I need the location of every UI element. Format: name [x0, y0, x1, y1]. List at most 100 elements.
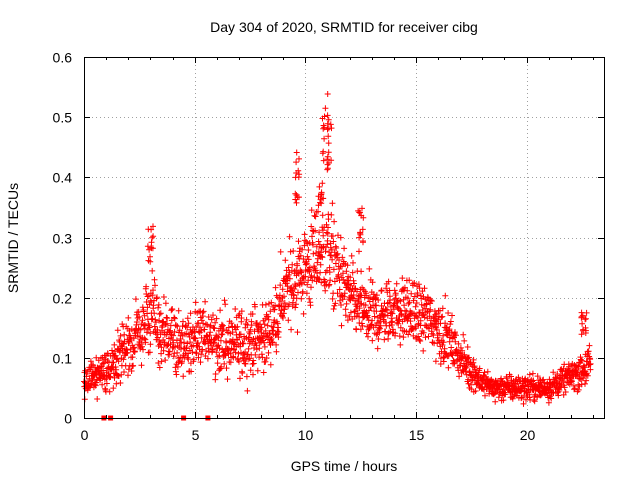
- data-point: [378, 287, 385, 294]
- data-point: [342, 312, 349, 319]
- data-point: [269, 339, 276, 346]
- data-point: [238, 308, 245, 315]
- data-point: [147, 253, 153, 260]
- data-point: [114, 327, 121, 334]
- data-point: [384, 307, 391, 314]
- data-point: [411, 280, 418, 286]
- data-point: [151, 276, 158, 283]
- data-point: [498, 375, 505, 382]
- data-point: [568, 378, 575, 385]
- x-tick-label: 10: [298, 427, 314, 443]
- data-point: [288, 326, 295, 333]
- data-point: [163, 314, 170, 321]
- data-point: [445, 310, 452, 316]
- data-point: [300, 256, 307, 262]
- data-point: [575, 386, 582, 393]
- data-point: [449, 312, 455, 319]
- data-point: [436, 330, 443, 337]
- data-point: [582, 330, 589, 336]
- data-point: [245, 356, 252, 363]
- data-point: [333, 245, 340, 251]
- data-point: [217, 307, 224, 314]
- data-point: [448, 329, 455, 336]
- data-point: [417, 317, 424, 324]
- data-point: [290, 292, 297, 299]
- data-point: [132, 296, 139, 303]
- data-point: [301, 231, 308, 238]
- data-point: [141, 335, 148, 342]
- data-point: [397, 298, 404, 305]
- data-point: [457, 362, 464, 369]
- data-point: [392, 290, 399, 297]
- data-point: [272, 284, 279, 291]
- data-point: [138, 362, 145, 369]
- data-point: [439, 342, 446, 348]
- data-point: [328, 211, 335, 218]
- data-point: [412, 325, 419, 332]
- data-point: [187, 310, 194, 317]
- data-point: [440, 339, 447, 346]
- data-point: [154, 294, 160, 301]
- data-point: [200, 308, 207, 315]
- data-point: [160, 294, 167, 300]
- data-point: [218, 363, 225, 370]
- data-point: [359, 226, 366, 233]
- data-point: [378, 302, 385, 309]
- data-point: [162, 300, 169, 307]
- data-point: [319, 115, 326, 122]
- data-point: [295, 238, 302, 245]
- data-point: [140, 307, 147, 313]
- x-tick-label: 20: [520, 427, 536, 443]
- data-point: [520, 400, 527, 407]
- data-point: [89, 377, 96, 384]
- data-point: [359, 322, 366, 329]
- data-point: [319, 180, 326, 187]
- data-point: [529, 370, 536, 377]
- data-point: [110, 359, 117, 366]
- data-point: [414, 292, 421, 298]
- data-point: [355, 207, 362, 214]
- data-point: [369, 279, 376, 286]
- data-point: [312, 227, 319, 234]
- data-point: [186, 333, 193, 340]
- data-point: [280, 310, 287, 317]
- data-point: [155, 304, 162, 311]
- data-point: [292, 304, 299, 311]
- data-point: [326, 281, 333, 288]
- data-point: [259, 354, 266, 361]
- data-point: [149, 267, 156, 274]
- data-point: [277, 282, 284, 289]
- data-point: [325, 160, 332, 166]
- data-point: [218, 321, 225, 328]
- data-point: [190, 356, 197, 363]
- data-point: [308, 223, 315, 230]
- data-point: [154, 334, 161, 341]
- data-point: [311, 212, 318, 219]
- data-point: [166, 348, 173, 355]
- data-point: [492, 398, 499, 405]
- data-point: [439, 313, 446, 320]
- data-point: [261, 343, 268, 350]
- data-point: [294, 262, 301, 269]
- data-point: [310, 250, 317, 257]
- data-point: [420, 347, 427, 354]
- data-point: [212, 376, 219, 383]
- data-point: [340, 270, 346, 277]
- data-point: [136, 313, 143, 320]
- data-point: [360, 238, 366, 244]
- data-point: [174, 349, 181, 356]
- data-point: [442, 320, 449, 327]
- data-point: [294, 194, 301, 201]
- data-point: [260, 369, 267, 376]
- data-point: [325, 149, 332, 156]
- data-point: [351, 280, 357, 287]
- data-point: [293, 170, 300, 176]
- data-point: [330, 266, 337, 273]
- data-point: [427, 297, 434, 304]
- data-point: [356, 234, 363, 241]
- data-point: [350, 259, 356, 266]
- data-point: [375, 336, 382, 342]
- data-point: [171, 314, 178, 321]
- data-point: [224, 376, 231, 383]
- data-point: [365, 333, 371, 340]
